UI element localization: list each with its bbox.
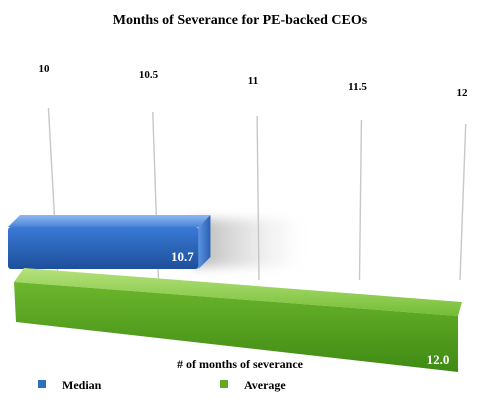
x-tick-label: 11.5: [348, 81, 367, 93]
median-bar-top: [8, 215, 211, 227]
average-data-label: 12.0: [427, 352, 450, 367]
median-bar: [8, 227, 199, 269]
legend-label: Average: [244, 378, 286, 392]
legend: Median Average: [38, 378, 286, 392]
average-bar-top: [14, 268, 462, 316]
x-axis-title: # of months of severance: [177, 357, 304, 371]
bar-layer: 10.7 12.0: [8, 215, 462, 372]
average-bar: [14, 282, 458, 372]
x-tick-label: 10.5: [139, 69, 159, 81]
gridline: [358, 119, 363, 281]
legend-swatch: [38, 380, 46, 388]
legend-label: Median: [62, 378, 102, 392]
legend-item-average: Average: [220, 378, 286, 392]
median-bar-shadow: [192, 219, 303, 267]
gridline: [459, 123, 467, 281]
legend-swatch: [220, 380, 228, 388]
x-tick-label: 11: [248, 75, 258, 87]
x-tick-label: 10: [39, 63, 51, 75]
x-tick-label: 12: [457, 87, 469, 99]
chart-title: Months of Severance for PE-backed CEOs: [113, 13, 368, 28]
median-bar-end: [198, 215, 211, 269]
tick-labels: 10 10.5 11 11.5 12: [39, 63, 469, 99]
median-data-label: 10.7: [171, 249, 194, 264]
legend-item-median: Median: [38, 378, 102, 392]
